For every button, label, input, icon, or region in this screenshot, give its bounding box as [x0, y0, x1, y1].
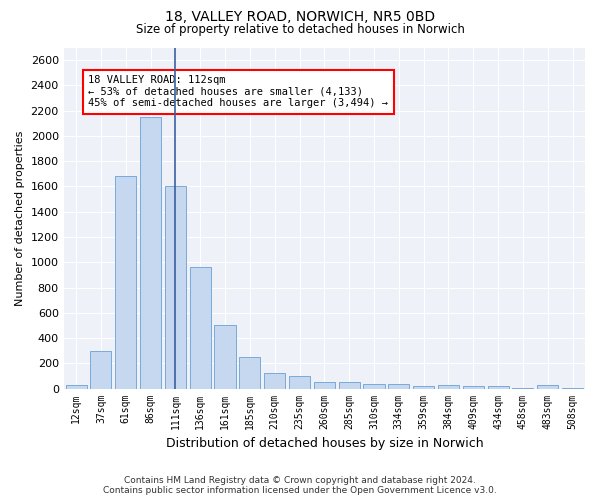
Bar — [364, 384, 385, 388]
Bar — [438, 386, 459, 388]
Bar — [190, 268, 211, 388]
Text: 18, VALLEY ROAD, NORWICH, NR5 0BD: 18, VALLEY ROAD, NORWICH, NR5 0BD — [165, 10, 435, 24]
Bar — [214, 326, 236, 388]
Bar — [488, 386, 509, 388]
Bar — [314, 382, 335, 388]
Bar — [239, 357, 260, 388]
Bar — [264, 374, 285, 388]
Bar — [289, 376, 310, 388]
Y-axis label: Number of detached properties: Number of detached properties — [15, 130, 25, 306]
Text: Size of property relative to detached houses in Norwich: Size of property relative to detached ho… — [136, 22, 464, 36]
Text: 18 VALLEY ROAD: 112sqm
← 53% of detached houses are smaller (4,133)
45% of semi-: 18 VALLEY ROAD: 112sqm ← 53% of detached… — [88, 76, 388, 108]
X-axis label: Distribution of detached houses by size in Norwich: Distribution of detached houses by size … — [166, 437, 483, 450]
Bar — [413, 386, 434, 388]
Bar — [463, 386, 484, 388]
Bar — [388, 384, 409, 388]
Text: Contains HM Land Registry data © Crown copyright and database right 2024.
Contai: Contains HM Land Registry data © Crown c… — [103, 476, 497, 495]
Bar — [91, 350, 112, 389]
Bar — [65, 386, 86, 388]
Bar — [140, 117, 161, 388]
Bar — [338, 382, 360, 388]
Bar — [165, 186, 186, 388]
Bar — [537, 386, 559, 388]
Bar — [115, 176, 136, 388]
